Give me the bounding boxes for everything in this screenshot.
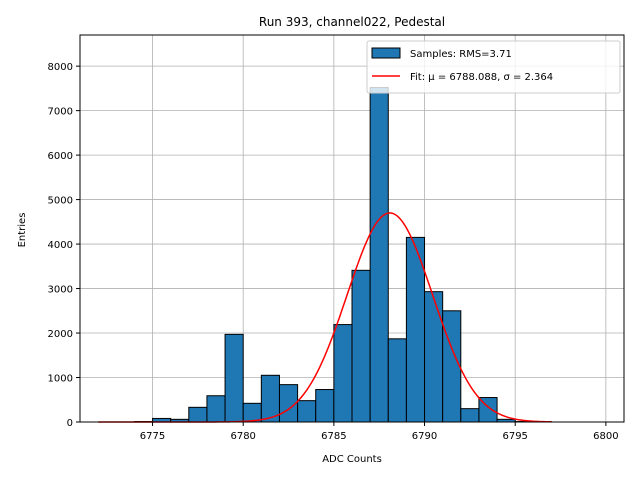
histogram-bar xyxy=(460,408,480,423)
x-tick-label: 6785 xyxy=(321,431,346,442)
y-tick-label: 5000 xyxy=(48,196,73,207)
y-tick-label: 7000 xyxy=(48,107,73,118)
histogram-bar xyxy=(333,324,353,423)
y-tick-label: 4000 xyxy=(48,240,73,251)
x-axis-ticks: 6775 6780 6785 6790 6795 6800 xyxy=(140,422,619,442)
x-tick-label: 6775 xyxy=(140,431,165,442)
legend-fit-label: Fit: μ = 6788.088, σ = 2.364 xyxy=(410,72,553,83)
histogram-bar xyxy=(351,269,371,423)
x-axis-label: ADC Counts xyxy=(322,454,382,465)
legend-histogram-swatch xyxy=(371,47,401,59)
histogram-bar xyxy=(206,395,226,423)
histogram-bar xyxy=(188,406,208,423)
histogram-bar xyxy=(315,389,335,423)
y-axis-label: Entries xyxy=(17,213,28,248)
histogram-bar xyxy=(387,338,407,423)
y-tick-label: 3000 xyxy=(48,285,73,296)
histogram-bar xyxy=(369,86,389,423)
x-tick-label: 6795 xyxy=(502,431,527,442)
legend: Samples: RMS=3.71 Fit: μ = 6788.088, σ =… xyxy=(366,40,621,94)
y-tick-label: 8000 xyxy=(48,62,73,73)
plot-frame xyxy=(79,34,625,423)
histogram-bar xyxy=(242,402,262,423)
x-tick-label: 6790 xyxy=(412,431,437,442)
grid-lines xyxy=(80,35,624,423)
legend-box xyxy=(366,40,621,94)
x-tick-label: 6780 xyxy=(230,431,255,442)
y-tick-label: 0 xyxy=(67,418,73,429)
histogram-bar xyxy=(442,310,462,423)
histogram-bar xyxy=(424,291,444,423)
y-tick-label: 1000 xyxy=(48,374,73,385)
y-axis-ticks: 0 1000 2000 3000 4000 5000 6000 7000 8000 xyxy=(48,62,80,429)
y-tick-label: 6000 xyxy=(48,151,73,162)
x-tick-label: 6800 xyxy=(593,431,618,442)
y-tick-label: 2000 xyxy=(48,329,73,340)
histogram-bar xyxy=(224,333,244,423)
histogram-bars xyxy=(133,86,552,423)
chart-title: Run 393, channel022, Pedestal xyxy=(259,15,445,29)
histogram-bar xyxy=(297,400,317,423)
legend-histogram-label: Samples: RMS=3.71 xyxy=(410,49,512,60)
